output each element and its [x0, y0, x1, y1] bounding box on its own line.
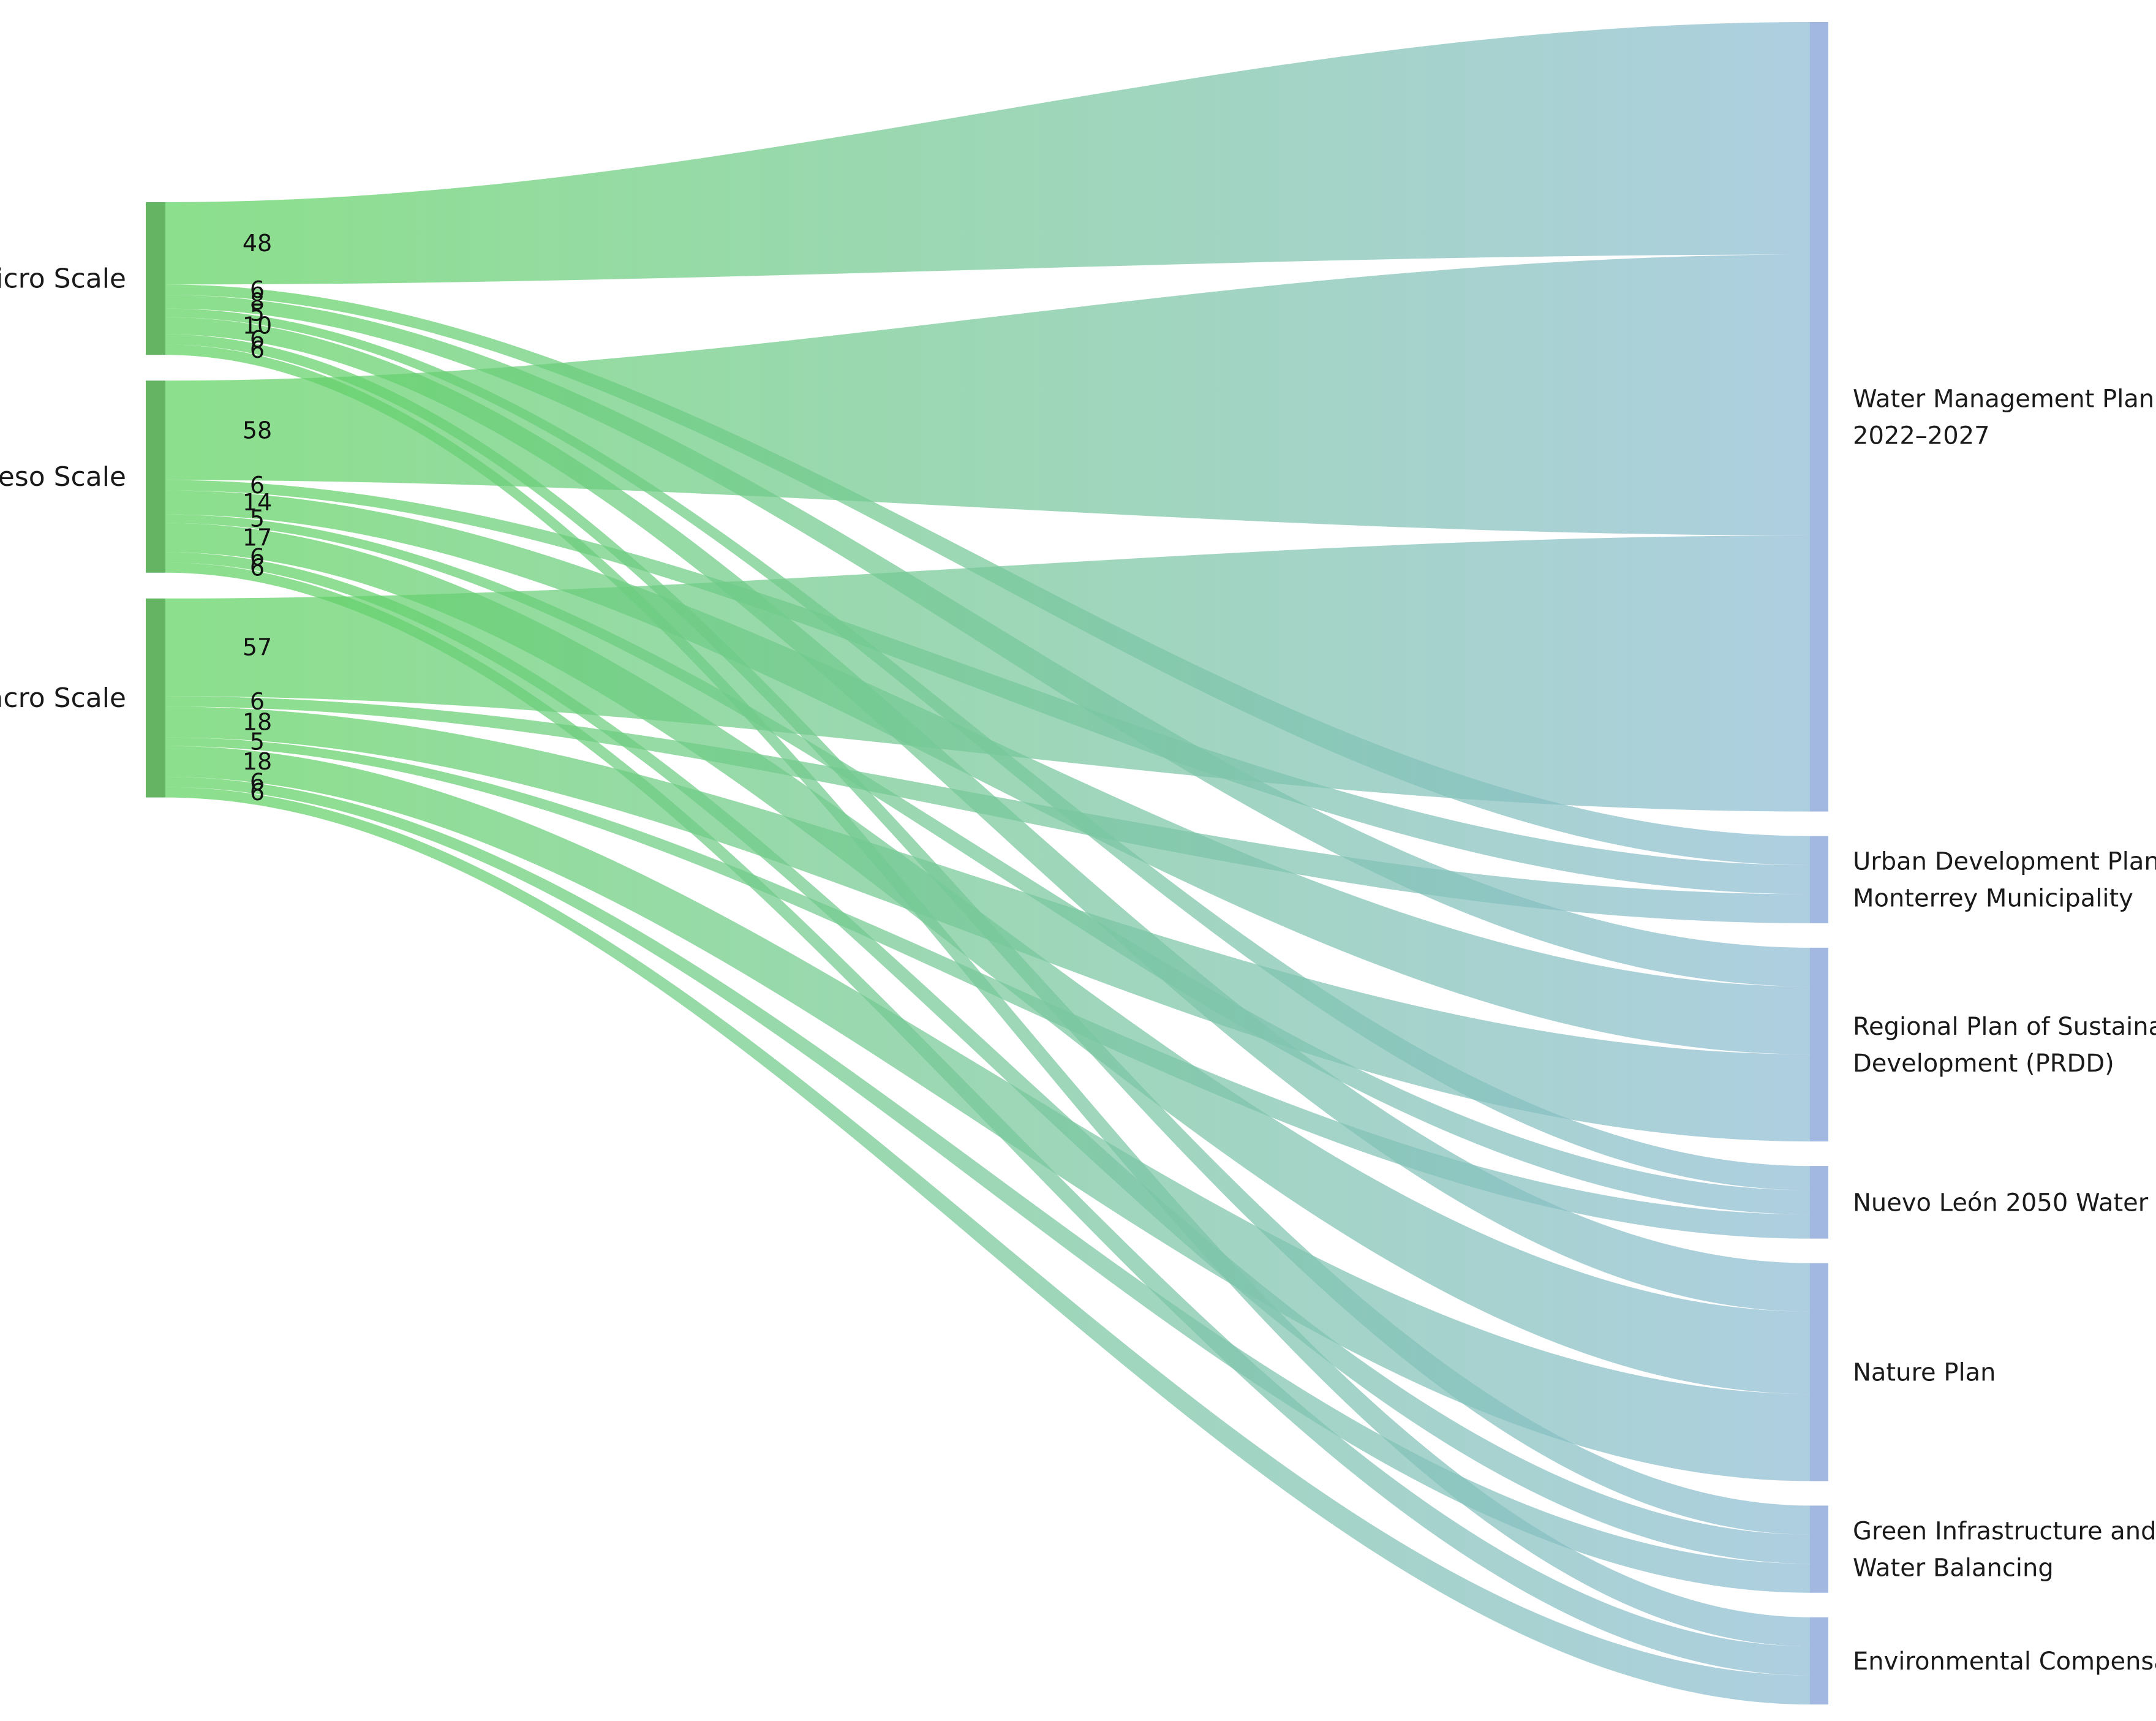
node-env	[1810, 1617, 1828, 1704]
value-label-meso-nature: 17	[243, 524, 272, 551]
link-meso-nature	[165, 523, 1810, 1394]
value-label-macro-env: 6	[250, 779, 265, 806]
target-label-wmp-line1: Water Management Plan	[1853, 385, 2154, 413]
sankey-nodes	[146, 22, 1828, 1704]
value-label-micro-gi: 6	[250, 326, 265, 353]
sankey-links	[165, 22, 1810, 1704]
link-meso-wmp	[165, 254, 1810, 535]
value-label-macro-nature: 18	[243, 748, 272, 775]
target-label-nl-line1: Nuevo León 2050 Water Plan	[1853, 1189, 2156, 1217]
value-label-meso-nl: 5	[250, 505, 265, 532]
link-meso-prdd	[165, 490, 1810, 1054]
node-gi	[1810, 1505, 1828, 1593]
value-label-micro-nl: 5	[250, 300, 265, 327]
target-label-udp-line2: Monterrey Municipality	[1853, 885, 2133, 913]
node-nl	[1810, 1166, 1828, 1239]
value-label-micro-wmp: 48	[243, 230, 272, 257]
node-udp	[1810, 836, 1828, 923]
link-macro-udp	[165, 696, 1810, 923]
value-label-macro-gi: 6	[250, 768, 265, 795]
source-label-meso: Meso Scale	[0, 461, 126, 493]
value-label-micro-nature: 10	[243, 312, 272, 339]
target-label-udp-line1: Urban Development Plan of	[1853, 848, 2156, 876]
node-nature	[1810, 1263, 1828, 1481]
node-wmp	[1810, 22, 1828, 812]
sankey-labels: Micro Scale Meso Scale Macro Scale Water Ma…	[0, 263, 2156, 1676]
link-micro-env	[165, 344, 1810, 1647]
source-label-micro: Micro Scale	[0, 263, 126, 295]
value-label-macro-wmp: 57	[243, 634, 272, 661]
target-label-wmp-line2: 2022–2027	[1853, 422, 1990, 450]
source-label-macro: Macro Scale	[0, 683, 126, 714]
target-label-gi-line2: Water Balancing	[1853, 1554, 2054, 1583]
target-label-env-line1: Environmental Compensations	[1853, 1647, 2156, 1676]
target-label-gi-line1: Green Infrastructure and	[1853, 1518, 2156, 1546]
value-label-macro-nl: 5	[250, 728, 265, 755]
value-label-micro-prdd: 8	[250, 288, 265, 315]
node-prdd	[1810, 947, 1828, 1142]
link-macro-nl	[165, 737, 1810, 1239]
link-macro-wmp	[165, 535, 1810, 812]
value-label-macro-udp: 6	[250, 688, 265, 715]
link-macro-gi	[165, 777, 1810, 1593]
target-label-prdd-line1: Regional Plan of Sustainable	[1853, 1013, 2156, 1041]
target-label-prdd-line2: Development (PRDD)	[1853, 1050, 2114, 1078]
value-label-meso-wmp: 58	[243, 417, 272, 444]
link-micro-wmp	[165, 22, 1810, 285]
link-meso-gi	[165, 552, 1810, 1564]
value-label-meso-gi: 6	[250, 544, 265, 571]
link-macro-env	[165, 787, 1810, 1704]
node-micro	[146, 202, 165, 355]
value-label-meso-prdd: 14	[243, 489, 272, 516]
link-macro-prdd	[165, 706, 1810, 1142]
node-meso	[146, 380, 165, 573]
link-macro-nature	[165, 746, 1810, 1481]
node-macro	[146, 598, 165, 798]
value-label-meso-env: 6	[250, 554, 265, 581]
link-meso-nl	[165, 514, 1810, 1215]
target-label-nature-line1: Nature Plan	[1853, 1359, 1996, 1387]
value-label-micro-udp: 6	[250, 276, 265, 303]
value-label-meso-udp: 6	[250, 472, 265, 499]
value-label-macro-prdd: 18	[243, 708, 272, 735]
value-label-micro-env: 6	[250, 336, 265, 363]
